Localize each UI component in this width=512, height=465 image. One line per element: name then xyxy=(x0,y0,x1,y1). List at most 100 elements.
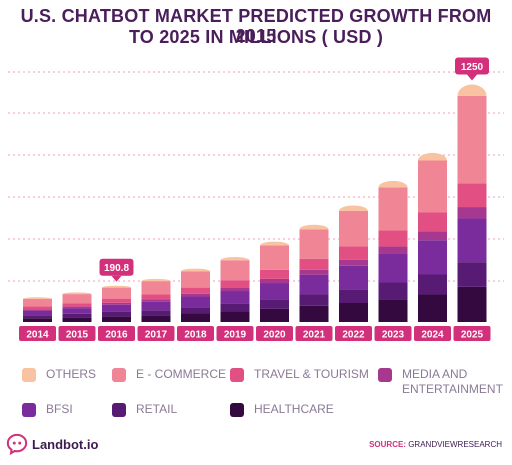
bar-segment-e-commerce xyxy=(62,294,92,304)
value-callout-box xyxy=(455,57,489,75)
bar-segment-bfsi xyxy=(181,296,210,308)
bar-segment-e-commerce xyxy=(260,245,289,270)
value-callout-pointer xyxy=(467,74,477,81)
bar-segment-media-and-entertainment xyxy=(418,231,447,241)
value-callout-label: 1250 xyxy=(461,62,484,73)
bar-segment-retail xyxy=(102,311,131,317)
bar-segment-e-commerce xyxy=(299,229,329,259)
bar-segment-healthcare xyxy=(457,286,487,322)
bar-segment-others xyxy=(220,257,250,261)
bar-segment-healthcare xyxy=(23,318,52,322)
bar-segment-others xyxy=(141,278,171,282)
bar-segment-e-commerce xyxy=(141,281,171,295)
legend-label: MEDIA AND ENTERTAINMENT xyxy=(402,367,503,396)
bar-segment-healthcare xyxy=(102,316,131,322)
bar-segment-retail xyxy=(339,289,368,303)
year-label-box xyxy=(256,326,293,341)
bar-segment-media-and-entertainment xyxy=(220,287,250,292)
brand-name: Landbot.io xyxy=(32,436,99,452)
source-note: SOURCE: GRANDVIEWRESEARCH xyxy=(369,440,502,449)
bar-segment-media-and-entertainment xyxy=(181,293,210,297)
year-label-box xyxy=(335,326,372,341)
bar-segment-travel-tourism xyxy=(23,306,52,310)
bar-segment-bfsi xyxy=(299,274,329,295)
bar-segment-e-commerce xyxy=(378,187,408,231)
bar-segment-media-and-entertainment xyxy=(378,246,408,254)
x-tick-label: 2025 xyxy=(461,330,484,341)
bar-segment-bfsi xyxy=(260,283,289,300)
bar-segment-retail xyxy=(299,294,329,306)
bar-segment-others xyxy=(339,205,368,211)
legend-swatch xyxy=(230,403,244,417)
bar-segment-retail xyxy=(62,313,92,318)
legend-label: TRAVEL & TOURISM xyxy=(254,367,369,381)
legend-swatch xyxy=(22,368,36,382)
bar-segment-travel-tourism xyxy=(141,294,171,300)
bar-segment-retail xyxy=(418,274,447,295)
x-tick-label: 2018 xyxy=(184,330,207,341)
year-label-box xyxy=(374,326,412,341)
legend-swatch xyxy=(230,368,244,382)
legend-label: E - COMMERCE xyxy=(136,367,226,381)
x-tick-label: 2015 xyxy=(66,330,89,341)
bar-segment-e-commerce xyxy=(457,95,487,184)
bar-segment-healthcare xyxy=(220,311,250,322)
bar-segment-media-and-entertainment xyxy=(102,302,131,305)
year-label-box xyxy=(453,326,491,341)
bar-segment-bfsi xyxy=(339,265,368,290)
bar-segment-healthcare xyxy=(62,317,92,322)
bar-segment-bfsi xyxy=(141,301,171,311)
source-label: SOURCE: xyxy=(369,440,406,449)
bar-segment-travel-tourism xyxy=(457,183,487,208)
bar-segment-media-and-entertainment xyxy=(299,269,329,275)
bar-segment-bfsi xyxy=(378,253,408,283)
brand-logo: Landbot.io xyxy=(6,433,98,455)
bar-segment-bfsi xyxy=(457,218,487,263)
year-label-box xyxy=(295,326,333,341)
bar-segment-others xyxy=(23,297,52,299)
bar-segment-e-commerce xyxy=(220,260,250,281)
landbot-logo-icon xyxy=(6,433,28,455)
bar-segment-healthcare xyxy=(181,313,210,322)
stacked-bar-chart: 2014 2015 2016 2017 2018 2019 2020 2021 2022 2023… xyxy=(8,57,504,341)
bar-segment-healthcare xyxy=(260,308,289,322)
bar-segment-media-and-entertainment xyxy=(23,309,52,311)
legend-label: RETAIL xyxy=(136,402,178,416)
legend-item: MEDIA AND ENTERTAINMENT xyxy=(378,367,503,397)
bar-segment-travel-tourism xyxy=(181,287,210,294)
bar-segment-travel-tourism xyxy=(102,298,131,303)
bar-segment-e-commerce xyxy=(23,298,52,307)
bar-segment-travel-tourism xyxy=(378,230,408,247)
bar-segment-others xyxy=(102,285,131,288)
bar-segment-others xyxy=(181,268,210,272)
legend-swatch xyxy=(112,368,126,382)
bar-segment-travel-tourism xyxy=(299,258,329,270)
legend-swatch xyxy=(378,368,392,382)
x-tick-label: 2024 xyxy=(421,330,444,341)
value-callout-label: 190.8 xyxy=(104,263,129,274)
bar-segment-media-and-entertainment xyxy=(339,259,368,266)
year-label-box xyxy=(414,326,451,341)
bar-segment-media-and-entertainment xyxy=(457,207,487,219)
x-tick-label: 2016 xyxy=(105,330,128,341)
legend-item: BFSI xyxy=(22,402,73,417)
bar-segment-retail xyxy=(23,315,52,319)
bar-segment-retail xyxy=(378,282,408,300)
legend-item: HEALTHCARE xyxy=(230,402,334,417)
bar-segment-others xyxy=(260,241,289,246)
x-tick-label: 2020 xyxy=(263,330,286,341)
x-tick-label: 2021 xyxy=(303,330,326,341)
bar-segment-media-and-entertainment xyxy=(62,306,92,309)
year-label-box xyxy=(19,326,56,341)
bar-segment-healthcare xyxy=(378,299,408,322)
bar-segment-e-commerce xyxy=(418,160,447,213)
legend-item: OTHERS xyxy=(22,367,96,382)
bar-segment-travel-tourism xyxy=(62,303,92,307)
legend-label: HEALTHCARE xyxy=(254,402,334,416)
bar-segment-healthcare xyxy=(141,315,171,322)
x-tick-label: 2023 xyxy=(382,330,405,341)
bar-segment-retail xyxy=(220,303,250,312)
year-label-box xyxy=(137,326,175,341)
bar-segment-e-commerce xyxy=(339,210,368,247)
